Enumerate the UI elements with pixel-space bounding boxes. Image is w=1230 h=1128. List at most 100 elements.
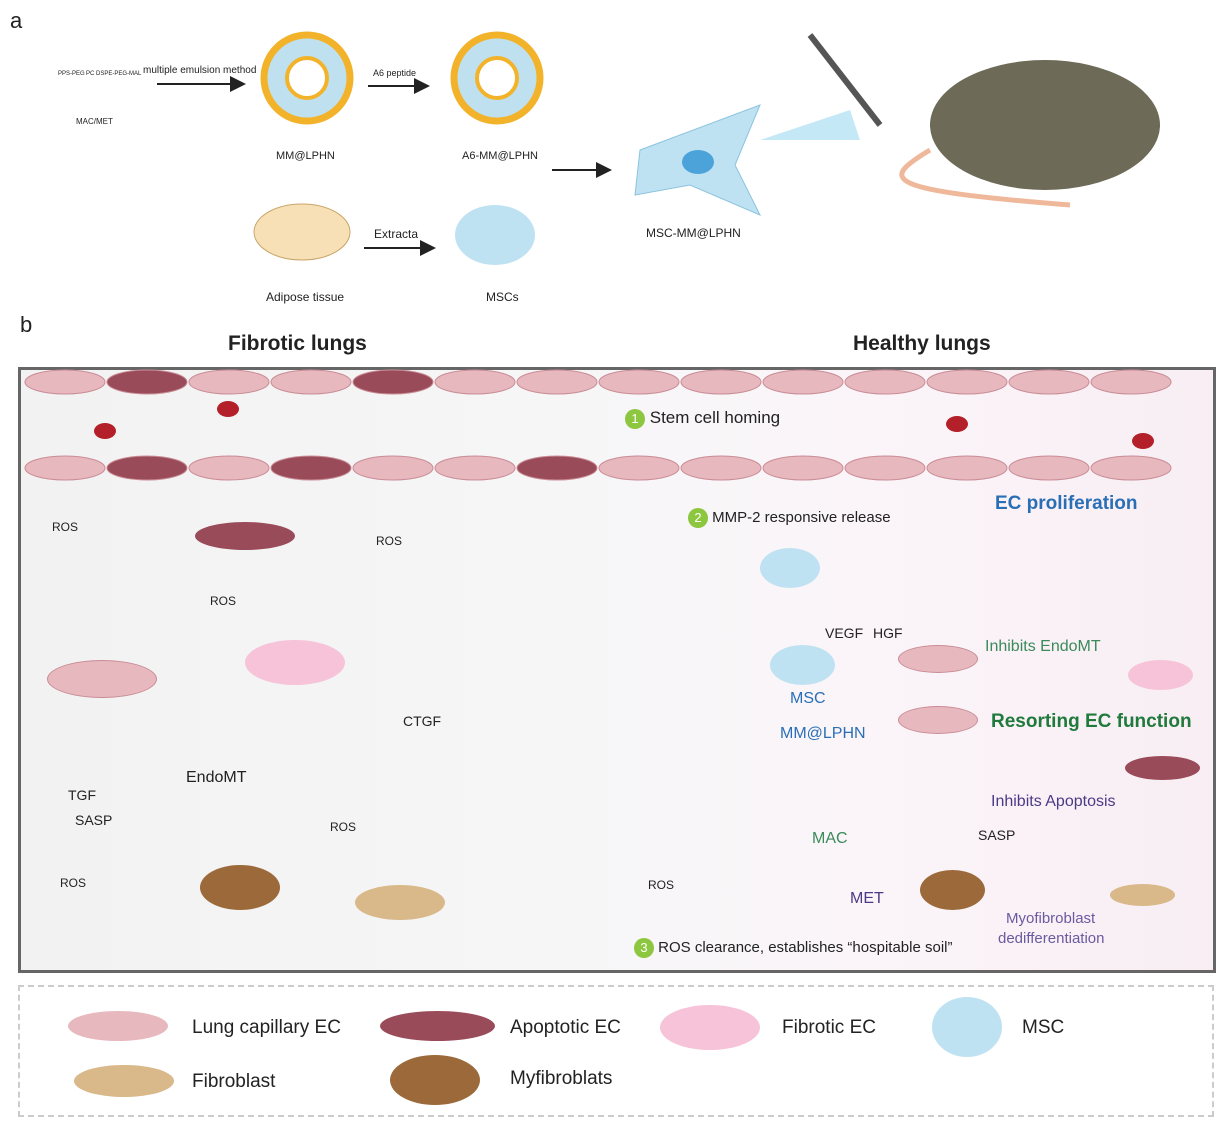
legend-swatch bbox=[68, 1011, 168, 1041]
endomt-label: EndoMT bbox=[186, 769, 247, 786]
vessel-endothelial-cell bbox=[762, 455, 844, 481]
ros-label: ROS bbox=[648, 878, 675, 892]
step-text: Stem cell homing bbox=[649, 408, 781, 427]
mm-lphn-label: MM@LPHN bbox=[780, 725, 866, 742]
lung-capillary-ec bbox=[47, 660, 157, 698]
np2-label: A6-MM@LPHN bbox=[462, 150, 538, 162]
vessel-endothelial-cell bbox=[270, 369, 352, 395]
legend: Lung capillary EC Apoptotic EC Fibrotic … bbox=[18, 985, 1214, 1117]
ros-label: ROS bbox=[330, 820, 357, 834]
red-blood-cell bbox=[1132, 433, 1154, 449]
fibroblast bbox=[355, 885, 445, 920]
mscs-label: MSCs bbox=[486, 290, 519, 304]
msc-cell bbox=[770, 645, 835, 685]
legend-swatch bbox=[380, 1011, 495, 1041]
ec-proliferation-label: EC proliferation bbox=[995, 493, 1138, 514]
legend-label: MSC bbox=[1022, 1017, 1065, 1038]
step-text: ROS clearance, establishes “hospitable s… bbox=[658, 939, 953, 956]
vessel-endothelial-cell bbox=[926, 455, 1008, 481]
inhibits-apoptosis-label: Inhibits Apoptosis bbox=[991, 793, 1116, 810]
vegf-label: VEGF bbox=[825, 625, 864, 641]
panel-label-a: a bbox=[10, 8, 23, 33]
apoptotic-ec bbox=[1125, 756, 1200, 780]
panel-label-b: b bbox=[20, 312, 33, 337]
legend-label: Myfibroblats bbox=[510, 1068, 613, 1089]
product-label: MSC-MM@LPHN bbox=[646, 226, 741, 240]
ros-label: ROS bbox=[376, 534, 403, 548]
component-pps-peg: PPS-PEG bbox=[58, 71, 85, 77]
vessel-endothelial-cell bbox=[24, 455, 106, 481]
apoptotic-ec bbox=[270, 455, 352, 481]
red-blood-cell bbox=[946, 416, 968, 432]
sasp-label-left: SASP bbox=[75, 812, 113, 828]
ctgf-label: CTGF bbox=[403, 713, 442, 729]
step-badge: 1 bbox=[625, 409, 645, 429]
vessel-endothelial-cell bbox=[598, 369, 680, 395]
apoptotic-ec bbox=[106, 455, 188, 481]
vessel-endothelial-cell bbox=[1090, 455, 1172, 481]
apoptotic-ec bbox=[352, 369, 434, 395]
vessel-endothelial-cell bbox=[1090, 369, 1172, 395]
legend-swatch bbox=[660, 1005, 760, 1050]
step-3: 3 ROS clearance, establishes “hospitable… bbox=[634, 938, 952, 958]
fibrotic-title: Fibrotic lungs bbox=[228, 332, 367, 355]
fibroblast bbox=[1110, 884, 1175, 906]
vessel-endothelial-cell bbox=[762, 369, 844, 395]
vessel-endothelial-cell bbox=[352, 455, 434, 481]
vessel-endothelial-cell bbox=[926, 369, 1008, 395]
legend-label: Fibrotic EC bbox=[782, 1017, 876, 1038]
inhibits-endomt-label: Inhibits EndoMT bbox=[985, 638, 1101, 655]
met-label: MET bbox=[850, 890, 884, 907]
mscs-cells bbox=[455, 205, 535, 265]
mouse bbox=[930, 60, 1160, 190]
step-extracta: Extracta bbox=[374, 227, 419, 241]
vessel-endothelial-cell bbox=[680, 369, 762, 395]
tissue-label: Adipose tissue bbox=[266, 290, 345, 304]
mac-label: MAC bbox=[812, 830, 848, 847]
vessel-endothelial-cell bbox=[680, 455, 762, 481]
vessel-endothelial-cell bbox=[1008, 455, 1090, 481]
drugs-label: MAC/MET bbox=[76, 117, 113, 126]
step-badge: 2 bbox=[688, 508, 708, 528]
step-2: 2 MMP-2 responsive release bbox=[688, 508, 891, 528]
hgf-label: HGF bbox=[873, 625, 903, 641]
legend-label: Apoptotic EC bbox=[510, 1017, 621, 1038]
vessel-endothelial-cell bbox=[24, 369, 106, 395]
apoptotic-ec bbox=[106, 369, 188, 395]
myofibroblast bbox=[200, 865, 280, 910]
lung-capillary-ec bbox=[898, 645, 978, 673]
tgf-label: TGF bbox=[68, 787, 96, 803]
vessel-endothelial-cell bbox=[1008, 369, 1090, 395]
legend-swatch bbox=[74, 1065, 174, 1097]
step-text: MMP-2 responsive release bbox=[712, 509, 891, 526]
legend-label: Fibroblast bbox=[192, 1071, 276, 1092]
step-badge: 3 bbox=[634, 938, 654, 958]
vessel-endothelial-cell bbox=[188, 369, 270, 395]
fibrotic-ec bbox=[1128, 660, 1193, 690]
step-emulsion: multiple emulsion method bbox=[143, 65, 257, 76]
vessel-endothelial-cell bbox=[844, 369, 926, 395]
msc-label: MSC bbox=[790, 690, 826, 707]
np1-label: MM@LPHN bbox=[276, 150, 335, 162]
legend-swatch bbox=[932, 997, 1002, 1057]
step-a6: A6 peptide bbox=[373, 68, 417, 78]
msc-cell bbox=[760, 548, 820, 588]
legend-swatch bbox=[390, 1055, 480, 1105]
ros-label: ROS bbox=[210, 594, 237, 608]
ros-label: ROS bbox=[52, 520, 79, 534]
apoptotic-ec bbox=[195, 522, 295, 550]
adipose-tissue bbox=[253, 203, 351, 261]
myofibroblast-label: Myofibroblast bbox=[1006, 910, 1096, 927]
apoptotic-ec bbox=[516, 455, 598, 481]
myofibroblast bbox=[920, 870, 985, 910]
red-blood-cell bbox=[217, 401, 239, 417]
vessel-endothelial-cell bbox=[434, 369, 516, 395]
healthy-title: Healthy lungs bbox=[853, 332, 991, 355]
vessel-endothelial-cell bbox=[516, 369, 598, 395]
sasp-label-right: SASP bbox=[978, 827, 1016, 843]
legend-label: Lung capillary EC bbox=[192, 1017, 341, 1038]
vessel-endothelial-cell bbox=[844, 455, 926, 481]
resorting-ec-function-label: Resorting EC function bbox=[991, 711, 1192, 732]
